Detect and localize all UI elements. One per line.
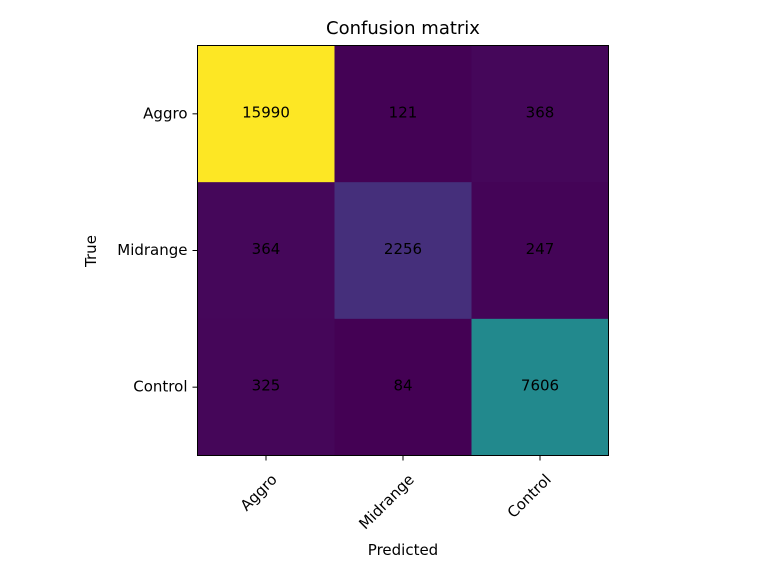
y-tick-label: Midrange xyxy=(117,241,187,259)
cell-value-label: 368 xyxy=(526,103,555,121)
heatmap-cell xyxy=(197,45,335,183)
heatmap-cell xyxy=(471,318,609,456)
cell-value-labels: 15990 121 368 364 2256 247 325 84 7606 xyxy=(242,103,559,394)
heatmap-cell xyxy=(334,182,472,320)
heatmap-cell xyxy=(471,45,609,183)
heatmap-cells xyxy=(197,45,609,456)
y-axis-ticks: Aggro Midrange Control xyxy=(117,104,198,396)
cell-value-label: 15990 xyxy=(242,103,290,121)
y-tick-label: Control xyxy=(133,378,187,396)
cell-value-label: 247 xyxy=(526,240,555,258)
heatmap-cell xyxy=(197,182,335,320)
x-axis-label: Predicted xyxy=(368,541,438,559)
x-axis-ticks: Aggro Midrange Control xyxy=(237,455,555,533)
cell-value-label: 84 xyxy=(393,377,412,395)
heatmap-cell xyxy=(471,182,609,320)
cell-value-label: 121 xyxy=(389,103,418,121)
heatmap-cell xyxy=(334,45,472,183)
x-tick-label: Aggro xyxy=(237,471,281,515)
cell-value-label: 364 xyxy=(252,240,281,258)
x-tick-label: Midrange xyxy=(355,471,417,533)
heatmap-cell xyxy=(334,318,472,456)
cell-value-label: 325 xyxy=(252,377,281,395)
cell-value-label: 2256 xyxy=(384,240,422,258)
x-tick-label: Control xyxy=(504,471,555,522)
cell-value-label: 7606 xyxy=(521,377,559,395)
heatmap-cell xyxy=(197,318,335,456)
chart-title: Confusion matrix xyxy=(326,18,480,39)
y-axis-label: True xyxy=(82,235,100,268)
y-tick-label: Aggro xyxy=(143,104,187,122)
